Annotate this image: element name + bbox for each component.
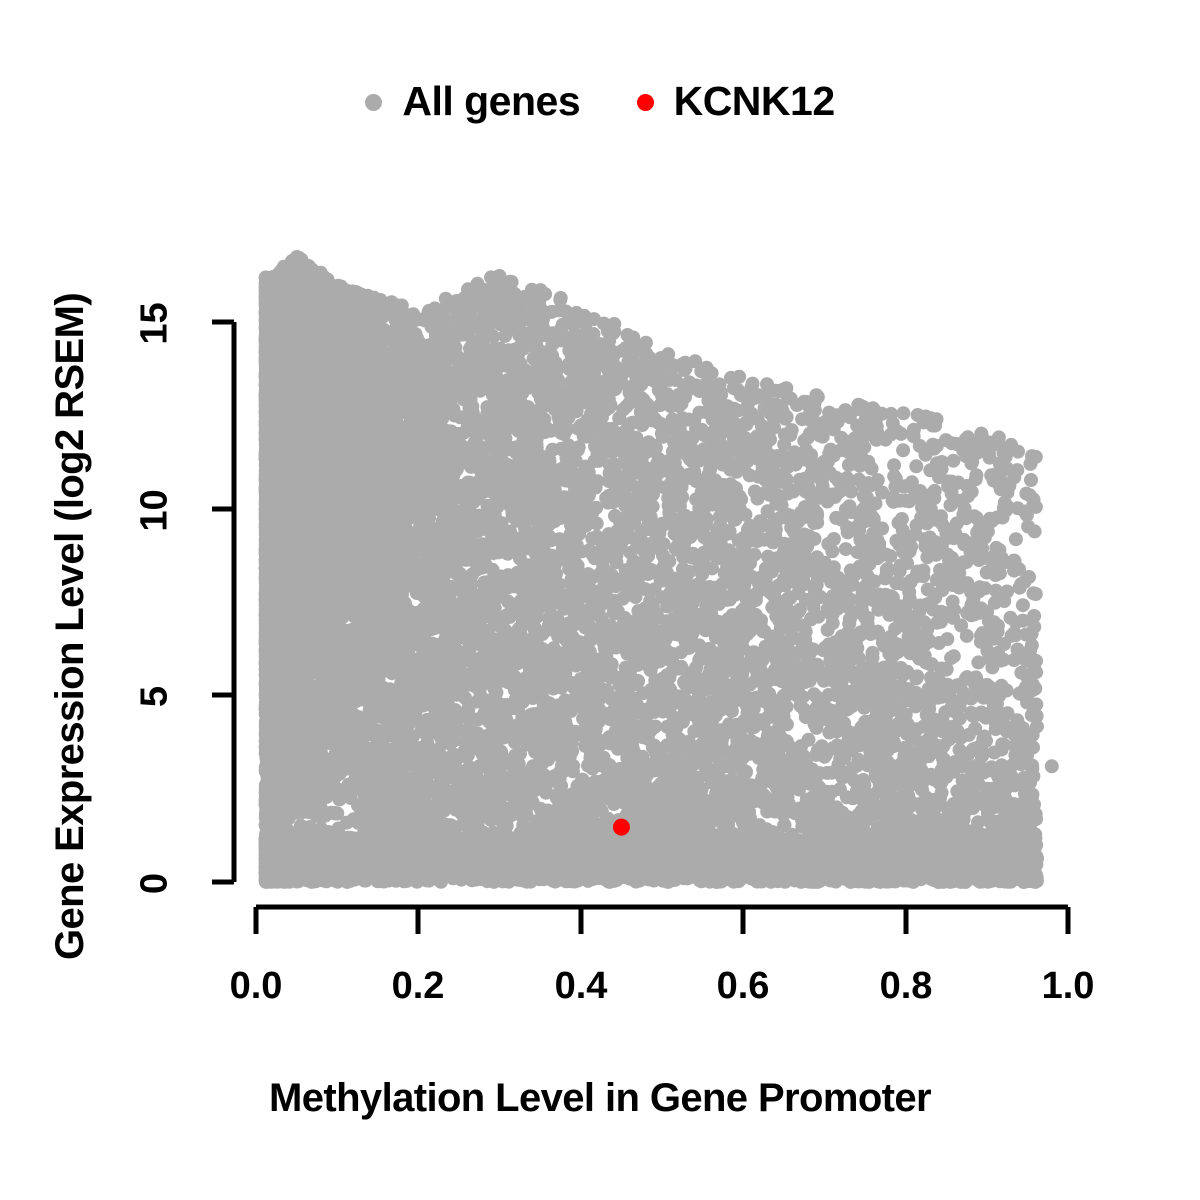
x-axis-title: Methylation Level in Gene Promoter <box>269 1076 932 1120</box>
red-circle-icon <box>636 94 654 111</box>
legend: All genes KCNK12 <box>0 78 1200 125</box>
legend-entry-all-genes: All genes <box>365 78 581 125</box>
legend-label-kcnk12: KCNK12 <box>673 78 836 124</box>
legend-entry-kcnk12: KCNK12 <box>636 78 836 125</box>
x-tick-label-0-0: 0.0 <box>229 965 283 1007</box>
x-tick-label-0-8: 0.8 <box>879 965 933 1007</box>
x-tick-label-0-2: 0.2 <box>391 965 445 1007</box>
x-tick-label-0-6: 0.6 <box>716 965 770 1007</box>
y-axis <box>212 319 237 885</box>
x-tick-label-0-4: 0.4 <box>554 965 608 1007</box>
highlight-point-layer <box>612 818 630 836</box>
data-points-layer <box>258 250 1059 889</box>
x-tick-label-1-0: 1.0 <box>1041 965 1095 1007</box>
legend-label-all-genes: All genes <box>402 78 581 124</box>
x-axis <box>253 904 1071 934</box>
gray-circle-icon <box>365 94 383 111</box>
